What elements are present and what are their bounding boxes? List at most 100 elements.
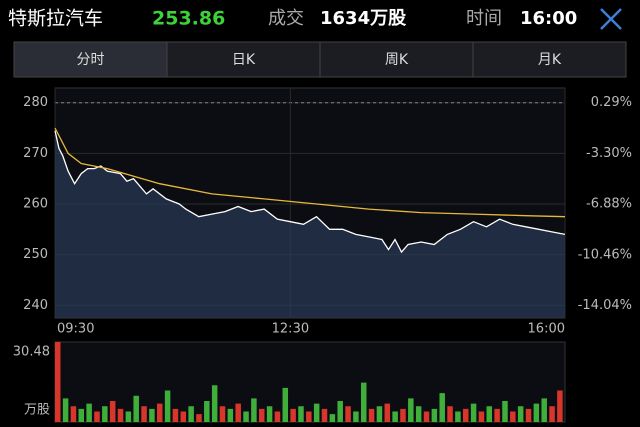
y2-tick-label: -3.30% <box>586 146 632 161</box>
volume-bar <box>533 403 540 422</box>
stock-price: 253.86 <box>152 8 225 30</box>
volume-bar <box>306 411 312 422</box>
volume-bar <box>549 406 555 422</box>
volume-bar <box>78 408 85 422</box>
volume-bar <box>94 411 100 422</box>
y2-tick-label: 0.29% <box>591 95 632 110</box>
volume-bar <box>423 411 430 422</box>
y2-tick-label: -14.04% <box>578 298 632 313</box>
stock-name: 特斯拉汽车 <box>8 8 103 30</box>
volume-bar <box>204 401 210 422</box>
volume-bar <box>243 411 249 422</box>
volume-bar <box>517 406 524 422</box>
volume-bar <box>510 411 516 422</box>
volume-bar <box>541 398 547 422</box>
volume-bar <box>274 411 281 422</box>
y-tick-label: 270 <box>23 146 48 161</box>
average-line <box>54 127 566 218</box>
x-tick-label: 12:30 <box>272 322 309 337</box>
y2-tick-label: -6.88% <box>586 197 632 212</box>
x-tick-label: 16:00 <box>528 322 565 337</box>
volume-bar <box>415 406 422 422</box>
volume-bar <box>353 411 359 422</box>
volume-bar <box>400 408 406 422</box>
tab-label[interactable]: 分时 <box>77 52 105 68</box>
volume-bar <box>70 406 77 422</box>
volume-value: 1634万股 <box>320 8 407 29</box>
volume-bar <box>298 406 304 422</box>
volume-bar <box>157 403 163 422</box>
volume-bar <box>149 408 155 422</box>
volume-bar <box>494 408 500 422</box>
volume-bar <box>463 408 469 422</box>
volume-bar <box>368 408 375 422</box>
y-tick-label: 260 <box>23 197 48 212</box>
volume-bar <box>172 408 179 422</box>
volume-bar <box>361 382 367 422</box>
close-icon[interactable] <box>600 8 622 30</box>
volume-bar <box>266 406 273 422</box>
price-area <box>55 130 565 318</box>
volume-bar <box>125 411 132 422</box>
volume-bar <box>180 411 187 422</box>
volume-bar <box>321 408 328 422</box>
volume-bar <box>439 393 445 422</box>
y-tick-label: 280 <box>23 95 48 110</box>
y2-tick-label: -10.46% <box>578 247 632 262</box>
volume-bar <box>470 403 477 422</box>
volume-bar <box>290 408 296 422</box>
volume-bar <box>486 406 493 422</box>
close-button[interactable] <box>600 8 622 30</box>
volume-label: 成交 <box>268 8 304 29</box>
tab-label[interactable]: 周K <box>385 52 409 68</box>
volume-bar <box>141 406 147 422</box>
tab[interactable] <box>319 41 474 78</box>
volume-bar <box>117 408 124 422</box>
volume-bar <box>109 401 116 422</box>
volume-bar <box>282 387 289 422</box>
tab-label[interactable]: 日K <box>232 52 256 68</box>
volume-bar <box>196 414 202 422</box>
volume-bar <box>384 403 391 422</box>
volume-bar <box>447 406 453 422</box>
volume-bar <box>557 390 563 422</box>
volume-bar <box>525 408 532 422</box>
y-tick-label: 30.48 <box>13 345 50 360</box>
volume-bar <box>345 406 351 422</box>
tab[interactable] <box>472 41 627 78</box>
volume-bar <box>227 408 234 422</box>
volume-bar <box>392 411 398 422</box>
volume-bar <box>455 411 461 422</box>
y-tick-label: 250 <box>23 247 48 262</box>
volume-bar <box>408 398 414 422</box>
volume-bar <box>164 390 171 422</box>
volume-bar <box>102 406 108 422</box>
volume-bar <box>219 406 226 422</box>
volume-bar <box>188 406 194 422</box>
volume-bar <box>376 406 383 422</box>
volume-bar <box>211 385 218 422</box>
volume-bar <box>251 398 257 422</box>
volume-bar <box>431 408 438 422</box>
tab[interactable] <box>13 41 168 78</box>
volume-frame <box>54 341 566 423</box>
chart: 240 250 260 270 280 0.29% -3.30% -6.88% -10.46% -… <box>13 87 632 423</box>
volume-bar <box>86 403 92 422</box>
volume-bar <box>313 403 320 422</box>
tab[interactable] <box>166 41 321 78</box>
time-label: 时间 <box>466 8 502 29</box>
volume-bar <box>337 401 343 422</box>
volume-bar <box>329 414 336 422</box>
volume-bar <box>55 342 61 422</box>
volume-bar <box>235 403 241 422</box>
unit-label: 万股 <box>24 403 50 418</box>
volume-bar <box>133 395 139 422</box>
volume-bar <box>502 401 508 422</box>
volume-bar <box>259 408 265 422</box>
y-tick-label: 240 <box>23 298 48 313</box>
price-line <box>54 130 566 254</box>
tab-label[interactable]: 月K <box>538 52 562 68</box>
volume-bar <box>478 411 485 422</box>
time-value: 16:00 <box>520 8 577 29</box>
